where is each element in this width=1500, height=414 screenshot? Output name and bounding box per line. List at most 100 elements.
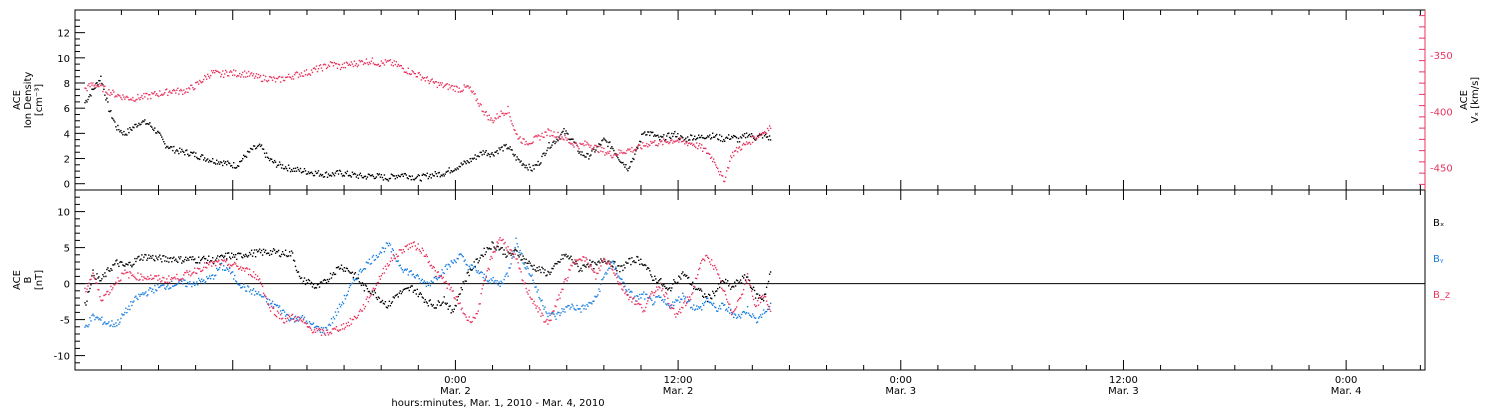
data-point	[436, 304, 438, 306]
data-point	[752, 137, 755, 139]
data-point	[687, 144, 689, 147]
data-point	[692, 139, 694, 141]
data-point	[216, 267, 218, 270]
top-right-y-tick-label: -350	[1430, 51, 1453, 62]
data-point	[566, 132, 568, 134]
data-point	[483, 280, 485, 282]
data-point	[646, 293, 648, 296]
data-point	[99, 83, 101, 85]
data-point	[104, 321, 106, 323]
data-point	[628, 298, 630, 301]
data-point	[534, 269, 536, 271]
data-point	[694, 286, 696, 288]
data-point	[156, 290, 158, 292]
data-point	[93, 276, 95, 279]
data-point	[695, 288, 697, 291]
data-point	[727, 310, 729, 312]
data-point	[380, 60, 383, 62]
data-point	[145, 291, 147, 293]
data-point	[219, 266, 221, 269]
data-point	[743, 133, 746, 135]
data-point	[372, 287, 375, 289]
data-point	[127, 308, 129, 311]
data-point	[628, 149, 630, 151]
data-point	[166, 278, 168, 280]
data-point	[413, 276, 415, 278]
data-point	[371, 57, 374, 59]
data-point	[236, 75, 238, 78]
data-point	[491, 279, 493, 282]
data-point	[473, 93, 475, 95]
data-point	[268, 299, 271, 301]
data-point	[153, 277, 155, 280]
data-point	[431, 78, 433, 80]
data-point	[401, 252, 403, 254]
data-point	[451, 171, 453, 173]
data-point	[488, 247, 490, 249]
data-point	[680, 298, 682, 300]
data-point	[699, 289, 701, 291]
data-point	[768, 125, 771, 127]
data-point	[567, 304, 569, 307]
data-point	[739, 297, 742, 299]
data-point	[590, 154, 592, 156]
data-point	[430, 264, 432, 266]
data-point	[542, 314, 544, 316]
data-point	[218, 260, 220, 262]
data-point	[383, 174, 386, 176]
data-point	[559, 134, 561, 137]
data-point	[735, 137, 738, 139]
data-point	[124, 134, 126, 136]
data-point	[269, 158, 272, 160]
data-point	[702, 302, 704, 305]
data-point	[753, 317, 756, 319]
data-point	[409, 270, 411, 272]
data-point	[306, 173, 309, 175]
data-point	[201, 258, 203, 260]
data-point	[185, 91, 187, 93]
data-point	[174, 152, 176, 154]
data-point	[417, 72, 419, 74]
data-point	[472, 90, 474, 92]
data-point	[244, 270, 246, 272]
data-point	[112, 89, 114, 91]
data-point	[153, 292, 155, 294]
data-point	[512, 125, 514, 127]
data-point	[531, 142, 533, 144]
data-point	[754, 139, 757, 141]
data-point	[222, 259, 224, 262]
data-point	[508, 112, 510, 114]
data-point	[90, 95, 92, 97]
data-point	[465, 86, 467, 88]
data-point	[565, 278, 567, 280]
data-point	[711, 259, 713, 261]
data-point	[569, 269, 571, 271]
data-point	[706, 136, 708, 139]
data-point	[252, 252, 255, 254]
data-point	[747, 279, 750, 281]
data-point	[160, 281, 162, 283]
data-point	[738, 146, 741, 148]
data-point	[281, 251, 284, 253]
data-point	[158, 256, 160, 258]
data-point	[578, 152, 580, 154]
data-point	[401, 173, 403, 175]
data-point	[176, 283, 178, 286]
data-point	[643, 264, 645, 267]
data-point	[652, 141, 654, 143]
data-point	[129, 261, 131, 264]
data-point	[301, 75, 304, 77]
data-point	[103, 294, 105, 297]
data-point	[314, 331, 317, 333]
data-point	[263, 294, 266, 296]
data-point	[314, 170, 317, 173]
data-point	[769, 271, 772, 273]
data-point	[493, 246, 495, 248]
data-point	[213, 263, 215, 265]
data-point	[673, 140, 675, 142]
data-point	[723, 138, 725, 141]
data-point	[373, 290, 376, 292]
data-point	[362, 177, 365, 179]
data-point	[746, 273, 749, 275]
data-point	[644, 131, 646, 133]
